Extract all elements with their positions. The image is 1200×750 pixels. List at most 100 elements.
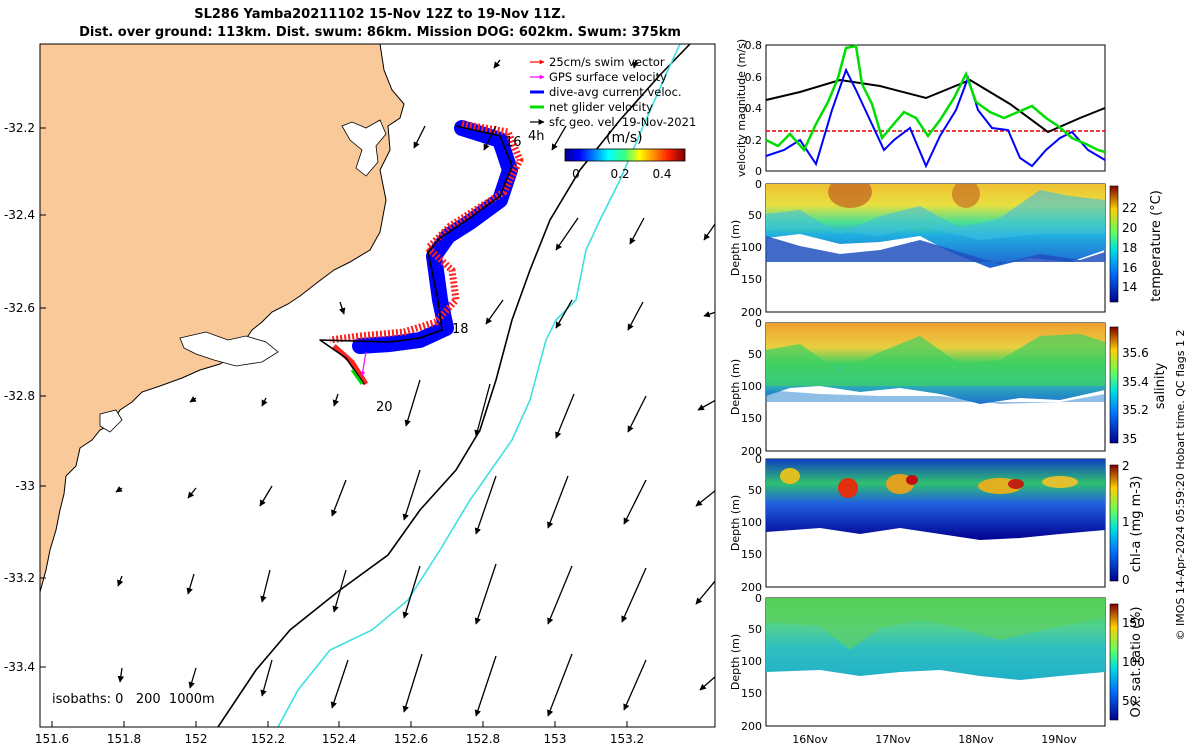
colorbar-tick-label: 0.2 <box>610 167 629 181</box>
geo-arrow <box>703 223 715 241</box>
geo-arrow <box>332 393 339 407</box>
lagoon <box>179 331 279 367</box>
track-label: 18 <box>452 322 469 337</box>
geo-arrow <box>330 659 349 709</box>
geo-arrow <box>331 479 347 517</box>
legend-swim-label: 25cm/s swim vector <box>549 55 665 69</box>
geo-arrow <box>474 383 491 437</box>
geo-arrow <box>699 676 715 691</box>
map-y-tick-label: -32.4 <box>4 208 35 222</box>
colorbar-unit-label: (m/s) <box>606 130 643 146</box>
isobath-note: isobaths: 0 200 1000m <box>52 692 215 707</box>
geo-arrow <box>555 299 573 329</box>
track-labels: 16 18 20 4h <box>376 129 545 415</box>
map-x-tick-label: 152.8 <box>466 732 500 746</box>
geo-arrow <box>547 475 569 529</box>
geo-arrow <box>493 59 501 69</box>
map-y-tick-label: -32.6 <box>4 301 35 315</box>
track-label: 16 <box>505 135 522 150</box>
map-x-tick-label: 153 <box>544 732 567 746</box>
geo-arrow <box>332 569 347 613</box>
geo-arrow <box>555 217 579 251</box>
map-y-tick-label: -33.2 <box>4 571 35 585</box>
geo-arrow <box>623 479 647 525</box>
dive-avg-current-band <box>352 120 518 354</box>
geo-arrow <box>697 399 715 411</box>
geo-arrow <box>339 301 346 315</box>
geo-arrow <box>474 655 497 717</box>
geo-arrow <box>187 487 197 499</box>
map-x-tick-label: 152.4 <box>322 732 356 746</box>
geo-arrow <box>547 565 573 625</box>
map-x-tick-label: 151.6 <box>35 732 69 746</box>
isobath-200m <box>217 44 691 727</box>
geo-arrow <box>115 486 123 493</box>
lagoon <box>99 409 123 433</box>
map-y-tick-label: -32.8 <box>4 389 35 403</box>
legend-geo-label: sfc geo. vel. 19-Nov-2021 <box>549 115 696 129</box>
swim-vector-fringe <box>329 120 524 344</box>
geo-arrow <box>189 396 197 403</box>
map-x-tick-label: 151.8 <box>107 732 141 746</box>
track-label: 20 <box>376 400 393 415</box>
geo-arrow <box>402 565 421 619</box>
geo-arrow <box>627 395 647 433</box>
geo-arrow <box>402 469 421 521</box>
geo-arrow <box>632 59 639 69</box>
geo-arrow <box>695 580 715 605</box>
map-y-tick-label: -33.4 <box>4 660 35 674</box>
geo-arrow <box>117 667 125 683</box>
colorbar-tick-label: 0.4 <box>652 167 671 181</box>
geo-arrow <box>402 653 423 713</box>
geo-arrow <box>261 397 268 407</box>
map-x-tick-label: 152.2 <box>251 732 285 746</box>
unit-label: 4h <box>528 129 545 144</box>
swim-vector-fringe <box>332 344 369 386</box>
geo-arrow <box>703 311 715 318</box>
geo-arrow <box>555 393 575 439</box>
map-x-tick-label: 152.6 <box>394 732 428 746</box>
glider-track-line <box>319 125 513 385</box>
geo-arrow <box>188 667 197 689</box>
geo-arrow <box>621 567 647 623</box>
map-frame <box>39 43 716 728</box>
map-y-tick-label: -33 <box>15 479 35 493</box>
isobath-1000m <box>277 44 681 727</box>
geo-arrow <box>260 569 271 603</box>
geo-velocity-arrows <box>115 59 715 717</box>
map-y-ticks: -32.2 -32.4 -32.6 -32.8 -33 -33.2 -33.4 <box>4 121 46 674</box>
net-glider-velocity <box>350 369 364 385</box>
map-legend: 25cm/s swim vector GPS surface velocity … <box>530 55 696 129</box>
figure-title-line-2: Dist. over ground: 113km. Dist. swum: 86… <box>79 25 681 40</box>
geo-arrow <box>117 575 124 587</box>
geo-arrow <box>483 125 497 151</box>
geo-arrow <box>260 659 273 697</box>
geo-arrow <box>695 489 715 507</box>
colorbar-ticks: 0 0.2 0.4 <box>572 167 671 181</box>
gps-surface-velocity <box>360 351 367 377</box>
map-x-tick-label: 152 <box>185 732 208 746</box>
map-x-tick-label: 153.2 <box>610 732 644 746</box>
geo-arrow <box>474 563 497 625</box>
legend-gps-label: GPS surface velocity <box>549 70 667 84</box>
colorbar-tick-label: 0 <box>572 167 580 181</box>
map-colorbar <box>564 148 686 162</box>
geo-arrow <box>186 573 195 595</box>
geo-arrow <box>474 475 497 535</box>
geo-arrow <box>259 485 273 507</box>
map-x-ticks: 151.6 151.8 152 152.2 152.4 152.6 152.8 … <box>35 721 644 746</box>
lagoon <box>341 119 387 177</box>
geo-arrow <box>629 217 645 245</box>
geo-arrow <box>413 125 426 149</box>
legend-dive-label: dive-avg current veloc. <box>549 85 682 99</box>
geo-arrow <box>547 653 573 717</box>
geo-arrow <box>404 379 421 427</box>
figure-title-line-1: SL286 Yamba20211102 15-Nov 12Z to 19-Nov… <box>194 7 566 22</box>
geo-arrow <box>551 125 567 151</box>
geo-arrow <box>623 659 647 711</box>
geo-arrow <box>485 299 504 325</box>
geo-arrow <box>627 301 644 331</box>
legend-net-label: net glider velocity <box>549 100 653 114</box>
map-y-tick-label: -32.2 <box>4 121 35 135</box>
